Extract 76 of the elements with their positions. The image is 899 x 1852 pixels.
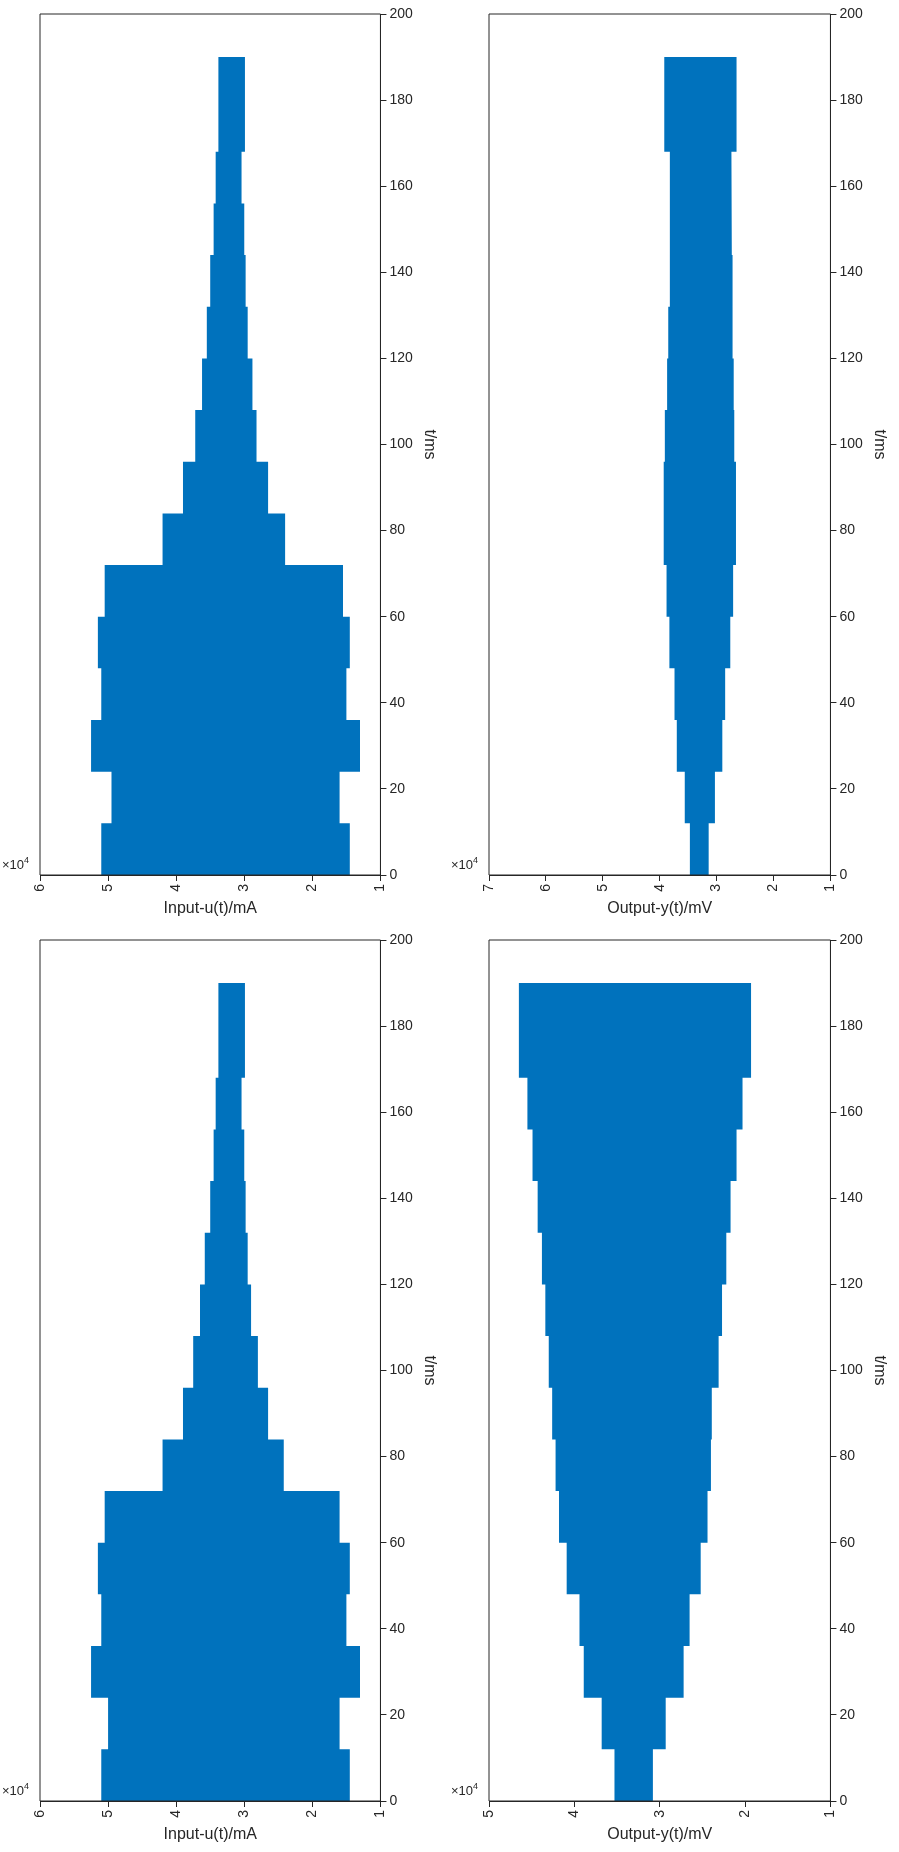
x-axis-title: Input-u(t)/mA	[163, 1824, 258, 1842]
y-tick-label: 80	[389, 521, 406, 538]
x-tick-label: 1	[371, 1809, 388, 1818]
x-tick-label: 7	[479, 883, 496, 892]
x-axis-title: Input-u(t)/mA	[163, 898, 258, 916]
x-tick-label: 3	[650, 1809, 667, 1818]
y-tick-label: 60	[389, 1533, 406, 1550]
y-tick-label: 20	[839, 1705, 856, 1722]
y-axis-title: t/ms	[421, 1355, 439, 1386]
y-tick-label: 80	[839, 1447, 856, 1464]
y-tick-label: 160	[389, 1103, 414, 1120]
y-tick-label: 120	[839, 1275, 864, 1292]
x-tick-label: 2	[735, 1809, 752, 1818]
x-tick-label: 6	[30, 883, 47, 892]
y-tick-label: 120	[839, 349, 864, 366]
y-tick-label: 100	[839, 435, 864, 452]
y-tick-label: 60	[839, 1533, 856, 1550]
x-tick-label: 3	[707, 883, 724, 892]
y-tick-label: 180	[839, 90, 864, 107]
x-tick-label: 3	[235, 883, 252, 892]
y-tick-label: 20	[389, 779, 406, 796]
y-tick-label: 200	[839, 4, 864, 21]
y-tick-label: 200	[389, 4, 414, 21]
x-axis-title: Output-y(t)/mV	[607, 1824, 713, 1842]
x-axis-title: Output-y(t)/mV	[607, 898, 713, 916]
y-tick-label: 180	[389, 90, 414, 107]
y-tick-label: 180	[389, 1016, 414, 1033]
y-tick-label: 120	[389, 349, 414, 366]
x-tick-label: 6	[30, 1809, 47, 1818]
y-tick-label: 120	[389, 1275, 414, 1292]
y-tick-label: 0	[389, 865, 398, 882]
y-tick-label: 140	[839, 263, 864, 280]
x-tick-label: 4	[650, 883, 667, 892]
y-tick-label: 100	[839, 1361, 864, 1378]
x-tick-label: 5	[98, 1809, 115, 1818]
y-tick-label: 60	[839, 607, 856, 624]
y-tick-label: 140	[839, 1189, 864, 1206]
x-tick-label: 2	[764, 883, 781, 892]
x-tick-label: 2	[303, 883, 320, 892]
y-tick-label: 200	[389, 930, 414, 947]
y-tick-label: 140	[389, 263, 414, 280]
y-tick-label: 0	[839, 865, 848, 882]
y-tick-label: 140	[389, 1189, 414, 1206]
y-tick-label: 160	[839, 177, 864, 194]
y-tick-label: 40	[839, 1619, 856, 1636]
y-tick-label: 100	[389, 435, 414, 452]
x-tick-label: 6	[536, 883, 553, 892]
y-tick-label: 0	[389, 1791, 398, 1808]
y-axis-title: t/ms	[871, 1355, 889, 1386]
y-tick-label: 20	[839, 779, 856, 796]
x-tick-label: 3	[235, 1809, 252, 1818]
y-tick-label: 20	[389, 1705, 406, 1722]
y-tick-label: 80	[839, 521, 856, 538]
x-tick-label: 1	[371, 883, 388, 892]
y-tick-label: 100	[389, 1361, 414, 1378]
x-tick-label: 5	[479, 1809, 496, 1818]
y-tick-label: 0	[839, 1791, 848, 1808]
x-tick-label: 4	[167, 1809, 184, 1818]
x-tick-label: 2	[303, 1809, 320, 1818]
x-tick-label: 4	[167, 883, 184, 892]
x-tick-label: 5	[593, 883, 610, 892]
y-tick-label: 80	[389, 1447, 406, 1464]
x-tick-label: 1	[821, 1809, 838, 1818]
y-tick-label: 60	[389, 607, 406, 624]
y-tick-label: 160	[839, 1103, 864, 1120]
y-tick-label: 40	[389, 693, 406, 710]
y-tick-label: 40	[839, 693, 856, 710]
x-tick-label: 4	[565, 1809, 582, 1818]
x-tick-label: 1	[821, 883, 838, 892]
y-tick-label: 180	[839, 1016, 864, 1033]
y-tick-label: 200	[839, 930, 864, 947]
x-tick-label: 5	[98, 883, 115, 892]
y-axis-title: t/ms	[871, 429, 889, 460]
y-tick-label: 160	[389, 177, 414, 194]
y-axis-title: t/ms	[421, 429, 439, 460]
y-tick-label: 40	[389, 1619, 406, 1636]
